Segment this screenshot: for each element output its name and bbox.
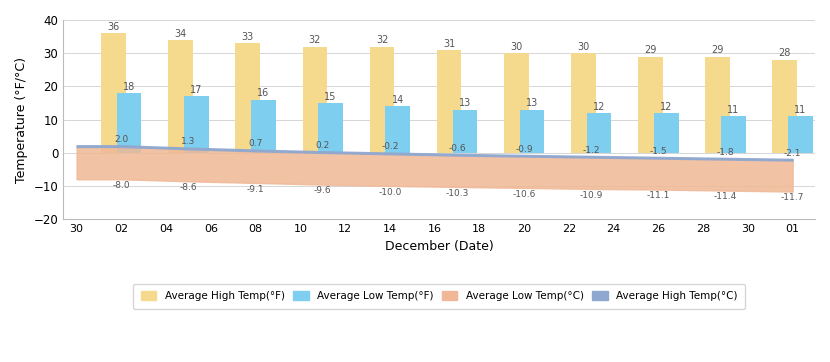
Text: 32: 32 bbox=[376, 35, 388, 45]
Text: -10.6: -10.6 bbox=[512, 190, 536, 199]
Bar bbox=[721, 116, 745, 153]
Text: 30: 30 bbox=[578, 42, 589, 52]
Text: 11: 11 bbox=[794, 105, 807, 115]
Legend: Average High Temp(°F), Average Low Temp(°F), Average Low Temp(°C), Average High : Average High Temp(°F), Average Low Temp(… bbox=[134, 284, 745, 309]
Text: -0.2: -0.2 bbox=[381, 142, 398, 151]
Text: -9.1: -9.1 bbox=[247, 185, 265, 194]
Text: 28: 28 bbox=[779, 49, 791, 59]
Text: -11.1: -11.1 bbox=[647, 191, 670, 200]
Bar bbox=[504, 53, 529, 153]
Bar bbox=[437, 50, 461, 153]
Text: 18: 18 bbox=[123, 82, 135, 92]
Bar bbox=[654, 113, 678, 153]
Y-axis label: Temperature (°F/°C): Temperature (°F/°C) bbox=[15, 56, 28, 182]
Bar bbox=[788, 116, 813, 153]
Text: 31: 31 bbox=[443, 38, 456, 49]
Text: 30: 30 bbox=[510, 42, 522, 52]
Text: -10.9: -10.9 bbox=[579, 190, 603, 199]
Text: 29: 29 bbox=[711, 45, 724, 55]
Bar bbox=[369, 47, 394, 153]
Text: 1.3: 1.3 bbox=[181, 138, 196, 147]
Bar bbox=[168, 40, 193, 153]
Bar bbox=[706, 56, 730, 153]
Text: 16: 16 bbox=[257, 88, 270, 98]
Bar bbox=[773, 60, 797, 153]
Text: -0.9: -0.9 bbox=[515, 145, 533, 154]
Text: -1.2: -1.2 bbox=[583, 146, 600, 155]
Bar bbox=[236, 43, 260, 153]
X-axis label: December (Date): December (Date) bbox=[385, 240, 494, 253]
Bar bbox=[318, 103, 343, 153]
Text: -0.6: -0.6 bbox=[448, 144, 466, 153]
Text: -1.8: -1.8 bbox=[716, 148, 735, 157]
Text: -11.4: -11.4 bbox=[714, 192, 737, 201]
Text: -8.6: -8.6 bbox=[179, 183, 198, 192]
Text: 13: 13 bbox=[526, 98, 538, 108]
Text: -10.3: -10.3 bbox=[446, 189, 469, 198]
Bar bbox=[117, 93, 141, 153]
Text: 34: 34 bbox=[174, 29, 187, 39]
Bar bbox=[101, 33, 126, 153]
Text: -9.6: -9.6 bbox=[314, 186, 331, 195]
Text: 13: 13 bbox=[459, 98, 471, 108]
Bar bbox=[452, 110, 477, 153]
Bar bbox=[251, 100, 276, 153]
Text: 2.0: 2.0 bbox=[115, 135, 129, 144]
Bar bbox=[520, 110, 544, 153]
Text: -2.1: -2.1 bbox=[784, 149, 802, 158]
Bar bbox=[587, 113, 612, 153]
Text: 32: 32 bbox=[309, 35, 321, 45]
Text: -11.7: -11.7 bbox=[781, 193, 804, 202]
Text: -1.5: -1.5 bbox=[650, 147, 667, 156]
Text: 29: 29 bbox=[644, 45, 657, 55]
Text: 11: 11 bbox=[727, 105, 740, 115]
Bar bbox=[571, 53, 596, 153]
Text: 15: 15 bbox=[325, 92, 337, 102]
Text: 12: 12 bbox=[593, 102, 605, 111]
Bar bbox=[385, 106, 410, 153]
Text: 12: 12 bbox=[660, 102, 672, 111]
Bar bbox=[184, 96, 208, 153]
Text: 0.2: 0.2 bbox=[315, 141, 330, 150]
Text: -8.0: -8.0 bbox=[113, 181, 130, 190]
Text: 17: 17 bbox=[190, 85, 203, 95]
Text: 14: 14 bbox=[392, 95, 404, 105]
Text: 36: 36 bbox=[107, 22, 120, 32]
Bar bbox=[303, 47, 327, 153]
Text: 33: 33 bbox=[242, 32, 254, 42]
Text: 0.7: 0.7 bbox=[248, 139, 263, 148]
Text: -10.0: -10.0 bbox=[378, 188, 402, 197]
Bar bbox=[638, 56, 663, 153]
